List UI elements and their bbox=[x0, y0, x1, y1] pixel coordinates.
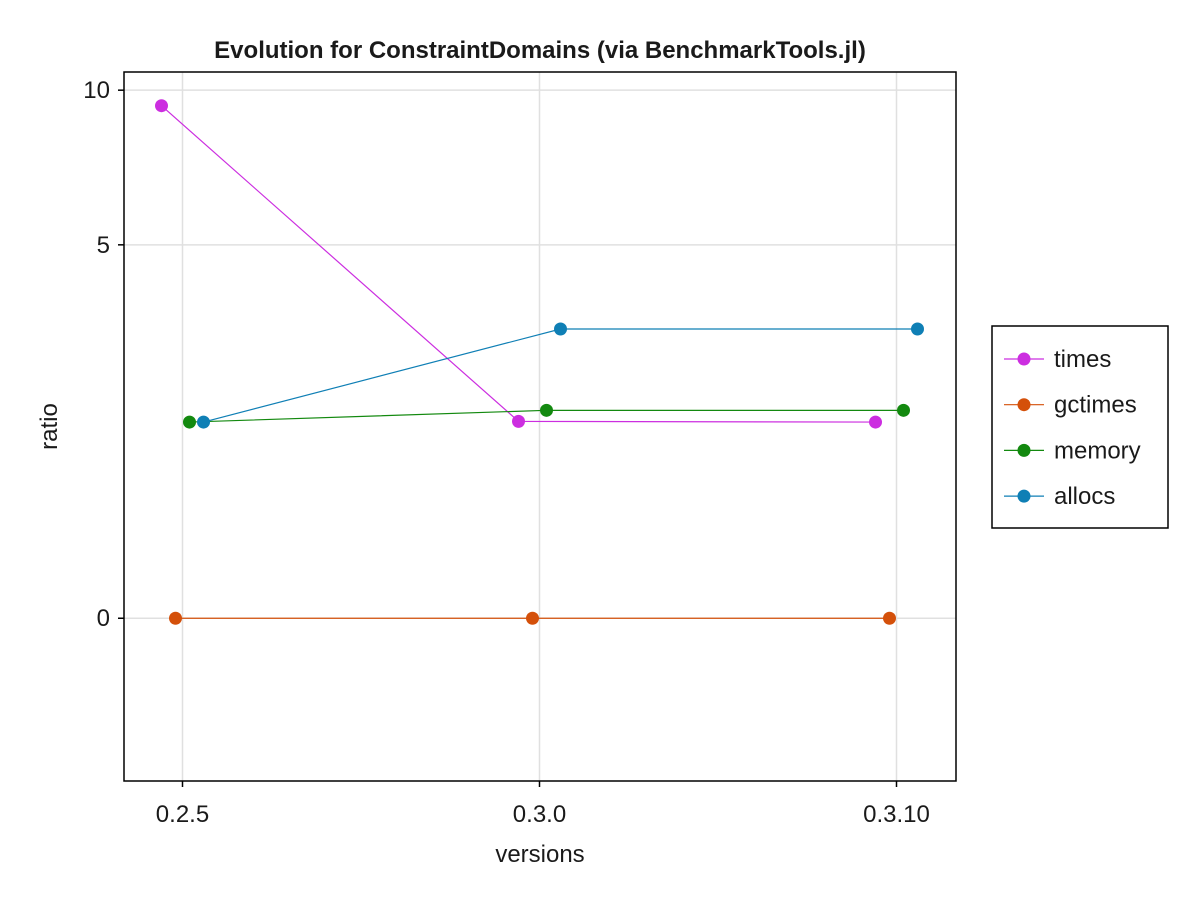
y-axis-label: ratio bbox=[36, 403, 63, 450]
series-line-allocs bbox=[203, 328, 918, 423]
y-tick-label: 0 bbox=[97, 605, 110, 632]
series-line-times bbox=[161, 105, 876, 423]
x-tick-label: 0.3.10 bbox=[863, 801, 930, 828]
data-point-allocs bbox=[911, 322, 924, 336]
chart-title: Evolution for ConstraintDomains (via Ben… bbox=[214, 37, 866, 64]
legend-item-memory: memory bbox=[1004, 437, 1141, 464]
legend: times gctimes memory allocs bbox=[991, 325, 1169, 529]
axes: 0 5 10 0.2.5 0.3.0 0.3.10 bbox=[83, 77, 930, 828]
data-point-gctimes bbox=[883, 611, 896, 625]
data-point-memory bbox=[897, 403, 910, 417]
legend-item-allocs: allocs bbox=[1004, 483, 1115, 510]
legend-label: gctimes bbox=[1054, 392, 1137, 419]
legend-item-gctimes: gctimes bbox=[1004, 392, 1137, 419]
series-times bbox=[155, 99, 882, 429]
legend-marker bbox=[1017, 489, 1031, 503]
series-allocs bbox=[197, 322, 924, 429]
series-layer bbox=[155, 99, 924, 625]
legend-label: times bbox=[1054, 346, 1111, 373]
data-point-times bbox=[512, 414, 525, 428]
data-point-allocs bbox=[554, 322, 567, 336]
legend-label: memory bbox=[1054, 437, 1141, 464]
x-tick-label: 0.2.5 bbox=[156, 801, 209, 828]
legend-marker bbox=[1017, 398, 1031, 412]
legend-marker bbox=[1017, 443, 1031, 457]
legend-marker bbox=[1017, 352, 1031, 366]
grid-lines bbox=[124, 72, 956, 781]
series-gctimes bbox=[169, 611, 896, 625]
legend-item-times: times bbox=[1004, 346, 1111, 373]
data-point-times bbox=[869, 415, 882, 429]
y-tick-label: 5 bbox=[97, 232, 110, 259]
data-point-gctimes bbox=[526, 611, 539, 625]
x-tick-label: 0.3.0 bbox=[513, 801, 566, 828]
series-memory bbox=[183, 403, 910, 429]
legend-label: allocs bbox=[1054, 483, 1115, 510]
data-point-memory bbox=[540, 403, 553, 417]
x-axis-label: versions bbox=[495, 841, 584, 868]
data-point-allocs bbox=[197, 415, 210, 429]
data-point-times bbox=[155, 99, 168, 113]
data-point-gctimes bbox=[169, 611, 182, 625]
y-tick-label: 10 bbox=[83, 77, 110, 104]
data-point-memory bbox=[183, 415, 196, 429]
